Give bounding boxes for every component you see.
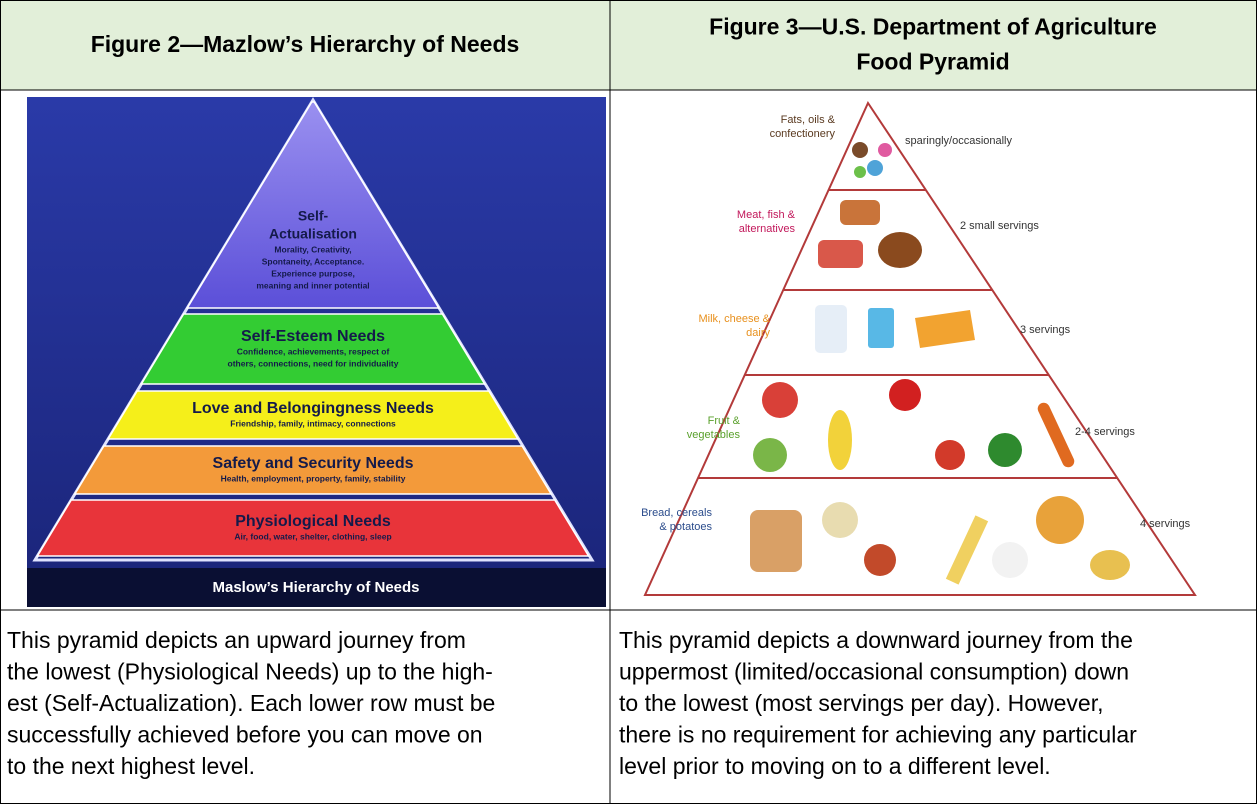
header-bg	[0, 0, 1257, 90]
maslow-level	[185, 101, 441, 309]
description-line: level prior to moving on to a different …	[619, 753, 1051, 779]
maslow-title: Physiological Needs	[235, 513, 391, 530]
maslow-detail: meaning and inner potential	[256, 280, 369, 290]
header-text: Figure 3—U.S. Department of Agriculture	[709, 14, 1157, 40]
maslow-detail: Experience purpose,	[271, 268, 355, 278]
food-label: dairy	[746, 327, 770, 339]
food-servings: sparingly/occasionally	[905, 135, 1012, 147]
food-servings: 2 small servings	[960, 220, 1039, 232]
food-label: confectionery	[770, 128, 836, 140]
food-label: Milk, cheese &	[698, 313, 770, 325]
maslow-caption: Maslow’s Hierarchy of Needs	[212, 579, 419, 596]
maslow-title: Love and Belongingness Needs	[192, 400, 434, 417]
maslow-title: Actualisation	[269, 226, 357, 242]
maslow-detail: others, connections, need for individual…	[228, 358, 399, 368]
maslow-level	[140, 313, 486, 385]
food-label: & potatoes	[659, 521, 712, 533]
description-line: This pyramid depicts a downward journey …	[619, 627, 1133, 653]
food-label: Fruit &	[708, 415, 741, 427]
food-servings: 3 servings	[1020, 324, 1071, 336]
description-line: This pyramid depicts an upward journey f…	[7, 627, 466, 653]
food-icons	[750, 142, 1130, 585]
food-servings: 2-4 servings	[1075, 426, 1135, 438]
maslow-title: Safety and Security Needs	[213, 455, 414, 472]
description-line: uppermost (limited/occasional consumptio…	[619, 659, 1129, 685]
maslow-detail: Friendship, family, intimacy, connection…	[230, 418, 396, 428]
maslow-caption-bar	[27, 568, 606, 607]
food-servings: 4 servings	[1140, 518, 1191, 530]
description-line: the lowest (Physiological Needs) up to t…	[7, 659, 493, 685]
header-text: Food Pyramid	[856, 49, 1009, 75]
maslow-detail: Air, food, water, shelter, clothing, sle…	[234, 531, 391, 541]
maslow-level	[106, 390, 520, 440]
food-label: Bread, cereals	[641, 507, 712, 519]
maslow-detail: Spontaneity, Acceptance.	[262, 256, 365, 266]
food-outline	[643, 100, 1197, 596]
maslow-title: Self-	[298, 208, 329, 224]
description-line: there is no requirement for achieving an…	[619, 722, 1137, 748]
maslow-detail: Confidence, achievements, respect of	[237, 346, 390, 356]
food-label: alternatives	[739, 223, 796, 235]
header-text: Figure 2—Mazlow’s Hierarchy of Needs	[91, 31, 520, 57]
food-label: vegetables	[687, 429, 741, 441]
description-line: to the next highest level.	[7, 753, 255, 779]
description-line: est (Self-Actualization). Each lower row…	[7, 690, 495, 716]
maslow-level	[73, 445, 553, 495]
maslow-detail: Morality, Creativity,	[274, 244, 351, 254]
description-line: successfully achieved before you can mov…	[7, 722, 483, 748]
maslow-title: Self-Esteem Needs	[241, 328, 385, 345]
food-label: Meat, fish &	[737, 209, 796, 221]
maslow-level	[36, 499, 590, 557]
food-label: Fats, oils &	[781, 114, 836, 126]
maslow-detail: Health, employment, property, family, st…	[221, 473, 406, 483]
description-line: to the lowest (most servings per day). H…	[619, 690, 1103, 716]
